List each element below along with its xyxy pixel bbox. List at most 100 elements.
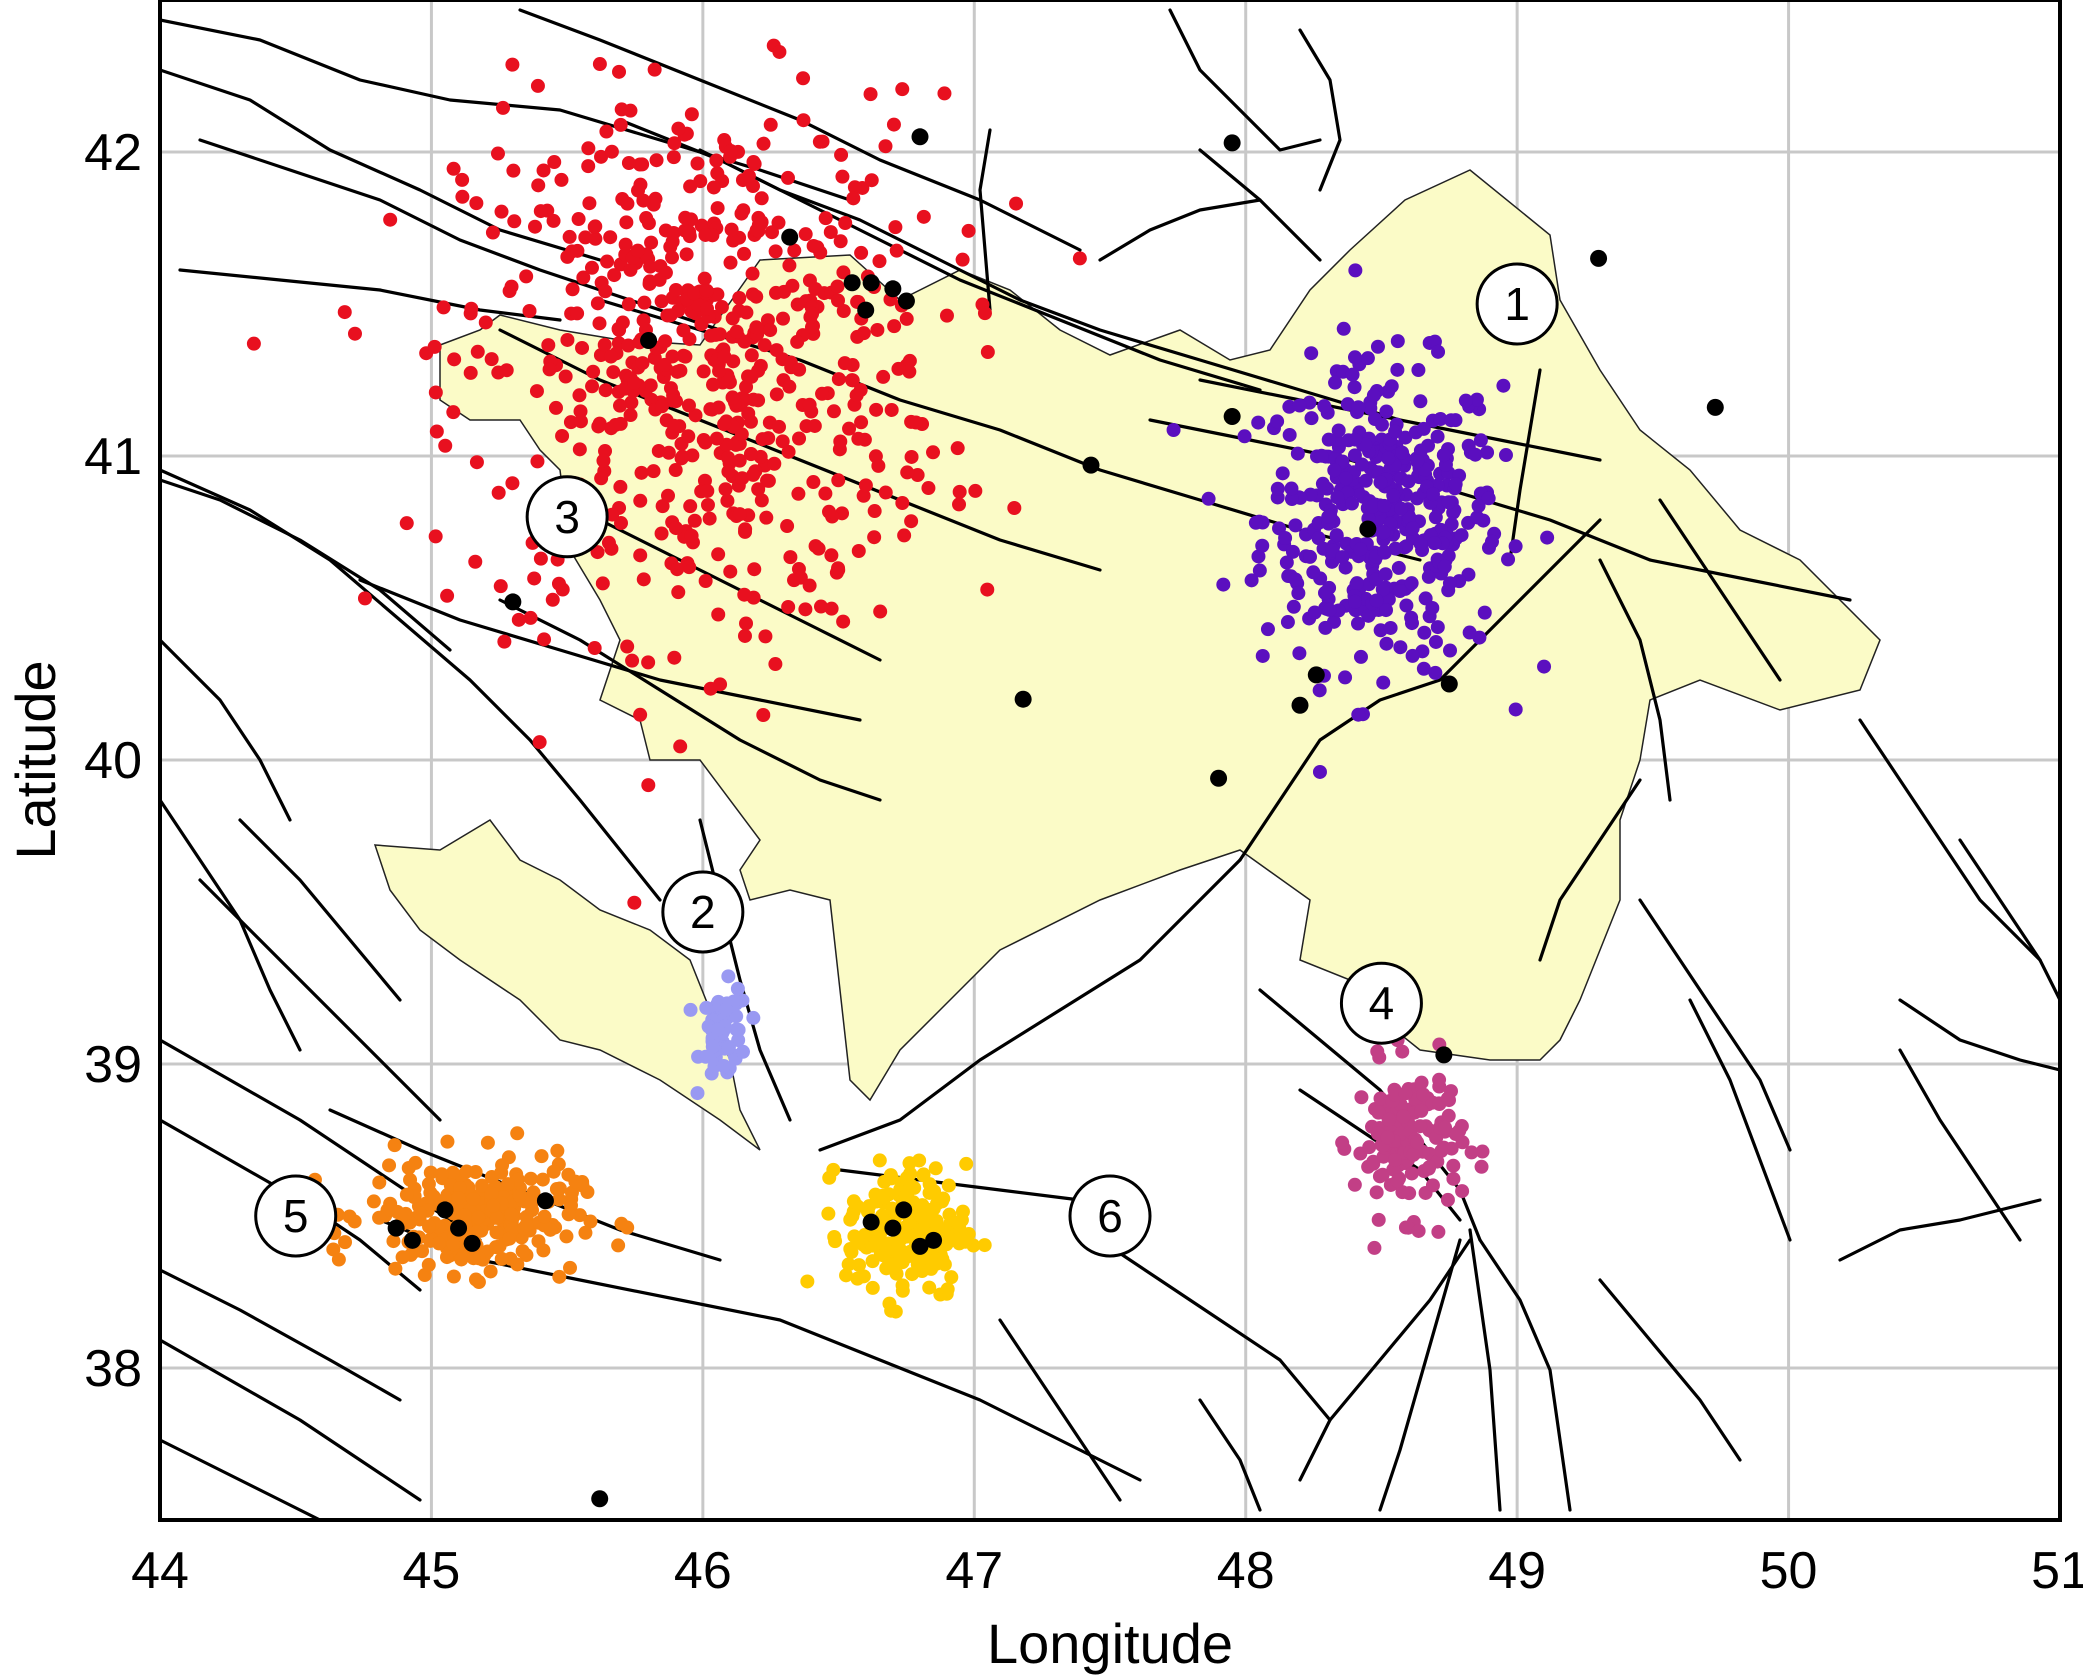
- cluster-3-point: [654, 399, 669, 414]
- cluster-5-point: [440, 1134, 455, 1149]
- cluster-3-point: [823, 225, 838, 240]
- cluster-3-point: [713, 677, 728, 692]
- cluster-3-point: [598, 383, 613, 398]
- cluster-1-point: [1508, 702, 1523, 717]
- cluster-4-point: [1395, 1185, 1410, 1200]
- cluster-3-point: [679, 247, 694, 262]
- cluster-1-point: [1347, 448, 1362, 463]
- cluster-1-point: [1303, 549, 1318, 564]
- zone-labels: 1 2 3 4 5 6: [254, 262, 1559, 1258]
- cluster-1-point: [1392, 584, 1407, 599]
- cluster-3-point: [732, 291, 747, 306]
- cluster-1-point: [1270, 481, 1285, 496]
- cluster-3-point: [682, 229, 697, 244]
- cluster-3-point: [663, 308, 678, 323]
- cluster-5-point: [466, 1192, 481, 1207]
- cluster-1-point: [1411, 363, 1426, 378]
- cluster-3-point: [668, 521, 683, 536]
- cluster-3-point: [428, 385, 443, 400]
- cluster-2-point: [721, 969, 736, 984]
- cluster-3-point: [594, 471, 609, 486]
- cluster-5-point: [495, 1158, 510, 1173]
- cluster-3-point: [598, 284, 613, 299]
- cluster-1-point: [1338, 471, 1353, 486]
- cluster-3-point: [611, 321, 626, 336]
- cluster-5-point: [403, 1172, 418, 1187]
- cluster-6-point: [922, 1185, 937, 1200]
- y-tick-label: 41: [84, 428, 142, 486]
- cluster-6-point: [800, 1274, 815, 1289]
- major-event-point: [640, 331, 658, 349]
- cluster-3-point: [636, 313, 651, 328]
- cluster-3-point: [643, 378, 658, 393]
- cluster-3-point: [447, 352, 462, 367]
- cluster-5-point: [563, 1260, 578, 1275]
- cluster-3-point: [532, 735, 547, 750]
- cluster-4-point: [1475, 1144, 1490, 1159]
- cluster-3-point: [636, 572, 651, 587]
- zone-label-circle: [1068, 1174, 1152, 1258]
- cluster-3-point: [721, 464, 736, 479]
- cluster-3-point: [595, 576, 610, 591]
- cluster-3-point: [697, 271, 712, 286]
- cluster-5-point: [572, 1208, 587, 1223]
- cluster-1-point: [1390, 362, 1405, 377]
- cluster-4-point: [1369, 1185, 1384, 1200]
- cluster-1-point: [1284, 492, 1299, 507]
- cluster-6-point: [936, 1191, 951, 1206]
- cluster-3-point: [886, 117, 901, 132]
- cluster-1-point: [1383, 620, 1398, 635]
- cluster-6-point: [851, 1234, 866, 1249]
- cluster-6-point: [884, 1303, 899, 1318]
- cluster-6-point: [928, 1161, 943, 1176]
- cluster-5-point: [483, 1264, 498, 1279]
- cluster-2-point: [690, 1086, 705, 1101]
- cluster-3-point: [644, 235, 659, 250]
- cluster-3-point: [607, 268, 622, 283]
- cluster-4-point: [1362, 1140, 1377, 1155]
- cluster-3-point: [867, 530, 882, 545]
- cluster-4-point: [1441, 1108, 1456, 1123]
- cluster-3-point: [682, 560, 697, 575]
- cluster-1-point: [1428, 634, 1443, 649]
- cluster-1-point: [1469, 392, 1484, 407]
- cluster-3-point: [854, 245, 869, 260]
- cluster-5-point: [550, 1143, 565, 1158]
- cluster-1-point: [1468, 447, 1483, 462]
- cluster-3-point: [542, 362, 557, 377]
- cluster-3-point: [646, 464, 661, 479]
- cluster-3-point: [836, 265, 851, 280]
- cluster-5-point: [423, 1165, 438, 1180]
- cluster-3-point: [845, 373, 860, 388]
- cluster-1-point: [1201, 491, 1216, 506]
- cluster-3-point: [873, 604, 888, 619]
- cluster-3-point: [588, 231, 603, 246]
- cluster-3-point: [618, 237, 633, 252]
- cluster-3-point: [484, 352, 499, 367]
- cluster-3-point: [802, 397, 817, 412]
- cluster-1-point: [1393, 640, 1408, 655]
- cluster-4-point: [1406, 1147, 1421, 1162]
- cluster-3-point: [545, 592, 560, 607]
- cluster-3-point: [469, 196, 484, 211]
- cluster-3-point: [782, 258, 797, 273]
- cluster-3-point: [530, 78, 545, 93]
- cluster-1-point: [1282, 427, 1297, 442]
- cluster-5-point: [421, 1257, 436, 1272]
- cluster-6-point: [852, 1258, 867, 1273]
- cluster-1-point: [1413, 394, 1428, 409]
- cluster-3-point: [736, 203, 751, 218]
- cluster-3-point: [522, 304, 537, 319]
- cluster-3-point: [763, 117, 778, 132]
- major-event-point: [897, 292, 915, 310]
- cluster-1-point: [1335, 550, 1350, 565]
- cluster-3-point: [847, 180, 862, 195]
- zone-label-circle: [525, 475, 609, 559]
- cluster-3-point: [584, 260, 599, 275]
- cluster-1-point: [1405, 521, 1420, 536]
- cluster-2-point: [721, 1040, 736, 1055]
- cluster-6-point: [952, 1236, 967, 1251]
- cluster-3-point: [831, 372, 846, 387]
- cluster-3-point: [833, 234, 848, 249]
- major-event-point: [463, 1234, 481, 1252]
